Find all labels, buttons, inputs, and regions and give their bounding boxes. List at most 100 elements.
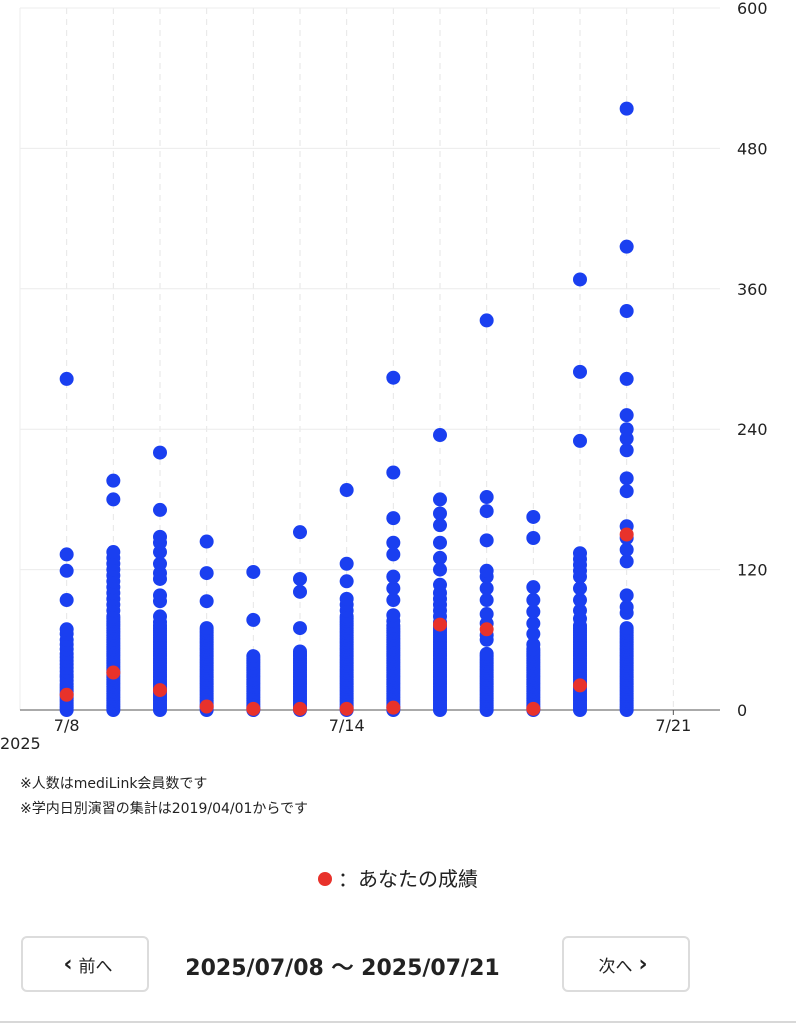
- member-score-point: [293, 525, 307, 540]
- member-score-point: [293, 621, 307, 636]
- member-score-point: [479, 646, 494, 661]
- your-score-marker-icon: [318, 871, 332, 886]
- member-score-point: [619, 600, 634, 615]
- member-score-point: [573, 272, 587, 287]
- member-score-point: [619, 621, 634, 636]
- member-score-point: [386, 547, 401, 562]
- member-score-point: [479, 504, 494, 519]
- your-score-point: [199, 699, 214, 714]
- your-score-point: [619, 527, 634, 542]
- chevron-left-icon: ‹: [63, 951, 73, 977]
- next-page-button[interactable]: 次へ ›: [562, 936, 690, 992]
- member-score-point: [153, 502, 167, 517]
- member-score-point: [573, 433, 587, 448]
- member-score-point: [479, 607, 494, 622]
- member-score-point: [153, 588, 167, 603]
- chart-legend: ：あなたの成績: [0, 863, 796, 892]
- your-score-point: [386, 700, 401, 715]
- member-score-point: [526, 616, 541, 631]
- member-score-point: [386, 608, 401, 623]
- member-score-point: [433, 518, 447, 533]
- your-score-point: [59, 687, 74, 702]
- member-score-point: [619, 443, 634, 458]
- x-tick-label: 7/8: [54, 716, 80, 735]
- member-score-point: [199, 566, 214, 581]
- member-score-point: [479, 490, 494, 505]
- your-score-point: [433, 617, 447, 632]
- member-score-point: [433, 492, 447, 507]
- member-score-point: [106, 473, 121, 488]
- member-score-point: [433, 550, 447, 565]
- note-member-count: ※人数はmediLink会員数です: [20, 776, 208, 792]
- prev-page-button[interactable]: ‹ 前へ: [21, 936, 149, 992]
- member-score-point: [386, 535, 401, 550]
- next-button-label: 次へ: [598, 956, 633, 977]
- chart-grid: [19, 7, 720, 711]
- member-score-point: [339, 591, 354, 606]
- member-score-point: [433, 562, 447, 577]
- y-tick-label: 240: [737, 420, 768, 439]
- y-tick-label: 0: [737, 701, 747, 720]
- member-score-point: [619, 304, 634, 319]
- y-tick-label: 120: [737, 561, 768, 580]
- legend-label: ：あなたの成績: [338, 867, 478, 891]
- member-score-point: [479, 593, 494, 608]
- member-score-point: [386, 370, 401, 385]
- member-score-point: [153, 556, 167, 571]
- member-score-point: [339, 574, 354, 589]
- member-score-point: [293, 644, 307, 659]
- member-score-point: [433, 428, 447, 443]
- your-score-point: [246, 701, 261, 716]
- member-score-point: [573, 581, 587, 596]
- y-tick-label: 360: [737, 280, 768, 299]
- member-score-point: [433, 535, 447, 550]
- member-score-point: [199, 621, 214, 636]
- member-score-point: [573, 364, 587, 379]
- member-score-point: [246, 612, 261, 627]
- member-score-point: [479, 563, 494, 578]
- member-score-point: [59, 371, 74, 386]
- member-score-point: [386, 593, 401, 608]
- member-score-point: [246, 649, 261, 664]
- member-score-point: [479, 581, 494, 596]
- member-score-point: [619, 542, 634, 557]
- member-score-point: [619, 554, 634, 569]
- chart-points: [59, 101, 634, 717]
- your-score-point: [293, 701, 307, 716]
- member-score-point: [526, 509, 541, 524]
- member-score-point: [619, 101, 634, 116]
- member-score-point: [479, 313, 494, 328]
- member-score-point: [293, 584, 307, 599]
- your-score-point: [339, 701, 354, 716]
- scatter-chart: 0 120 240 360 480 600 7/8 7/14 7/21: [19, 0, 768, 735]
- member-score-point: [153, 445, 167, 460]
- member-score-point: [573, 603, 587, 618]
- member-score-point: [153, 609, 167, 624]
- chart-notes: ※人数はmediLink会員数です ※学内日別演習の集計は2019/04/01か…: [20, 772, 308, 822]
- member-score-point: [106, 492, 121, 507]
- member-score-point: [573, 546, 587, 561]
- member-score-point: [526, 604, 541, 619]
- member-score-point: [59, 547, 74, 562]
- member-score-point: [433, 506, 447, 521]
- date-range-label: 2025/07/08 〜 2025/07/21: [185, 956, 500, 981]
- chart-axes: 0 120 240 360 480 600 7/8 7/14 7/21: [20, 0, 768, 735]
- member-score-point: [59, 593, 74, 608]
- member-score-point: [386, 581, 401, 596]
- member-score-point: [153, 529, 167, 544]
- member-score-point: [526, 626, 541, 641]
- y-tick-label: 600: [737, 0, 768, 18]
- member-score-point: [246, 564, 261, 579]
- member-score-point: [386, 511, 401, 526]
- member-score-point: [526, 531, 541, 546]
- member-score-point: [619, 471, 634, 486]
- note-aggregation-start: ※学内日別演習の集計は2019/04/01からです: [20, 801, 309, 817]
- member-score-point: [59, 563, 74, 578]
- member-score-point: [619, 484, 634, 499]
- your-score-point: [106, 665, 121, 680]
- member-score-point: [479, 533, 494, 548]
- member-score-point: [339, 556, 354, 571]
- member-score-point: [339, 483, 354, 498]
- member-score-point: [199, 594, 214, 609]
- your-score-point: [573, 678, 587, 693]
